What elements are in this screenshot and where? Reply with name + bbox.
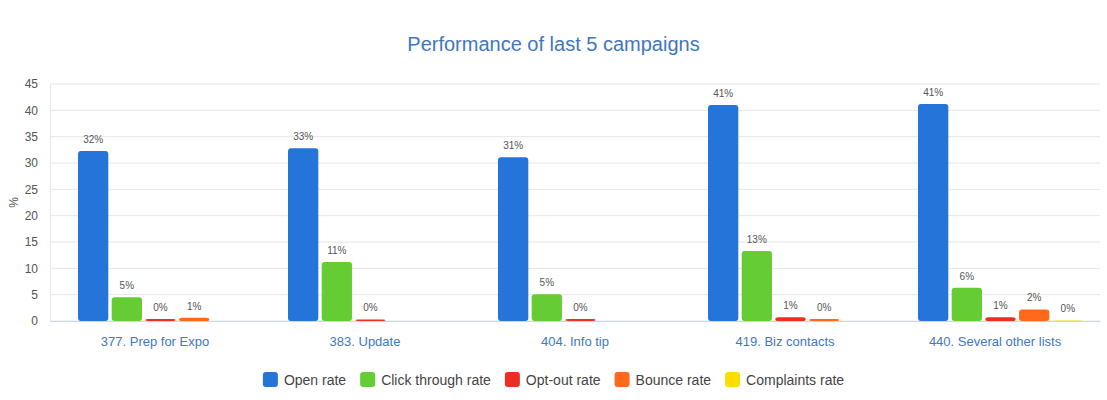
bar [775,317,805,321]
data-label: 1% [993,300,1008,311]
tick-label: 20 [25,209,39,223]
tick: 10 [25,262,50,276]
tick: 404. Info tip [541,334,609,349]
data-label: 13% [747,234,767,245]
tick-label: 419. Biz contacts [736,334,835,349]
bar [1019,309,1049,321]
legend-item: Complaints rate [725,372,844,388]
grid-line [50,84,1100,85]
legend-swatch [360,372,375,387]
legend-item: Open rate [263,372,346,388]
tick-label: 10 [25,262,39,276]
axis-line [51,321,1101,322]
tick-label: 35 [25,130,39,144]
legend-item: Opt-out rate [505,372,601,388]
legend-swatch [725,372,740,387]
tick: 5 [31,288,50,302]
tick: 419. Biz contacts [736,334,835,349]
legend: Open rate Click through rate Opt-out rate B… [263,372,844,388]
legend-label: Click through rate [381,372,491,388]
tick-label: 383. Update [330,334,401,349]
data-label: 0% [153,302,168,313]
bar [742,251,772,321]
data-label: 32% [83,134,103,145]
x-axis: 377. Prep for Expo 383. Update 404. Info t… [51,322,1101,350]
bar [179,318,209,321]
tick-label: 377. Prep for Expo [101,334,209,349]
data-label: 0% [1061,303,1076,314]
bar [918,104,948,321]
data-label: 11% [327,245,346,256]
tick: 15 [25,235,50,249]
bar [322,262,352,321]
bars [78,104,1083,321]
bar [565,319,595,321]
legend-label: Opt-out rate [526,372,601,388]
tick: 377. Prep for Expo [101,334,209,349]
legend-label: Complaints rate [746,372,844,388]
legend-item: Bounce rate [615,372,712,388]
bar [355,319,385,321]
tick: 25 [25,183,50,197]
tick: 45 [25,77,50,91]
title: Performance of last 5 campaigns [407,33,699,55]
data-label: 5% [540,277,555,288]
data-label: 0% [817,302,832,313]
bar [809,319,839,321]
legend-swatch [505,372,520,387]
tick: 40 [25,104,50,118]
tick-label: 40 [25,104,39,118]
data-label: 6% [960,271,975,282]
tick: 440. Several other lists [929,334,1062,349]
data-label: 41% [923,87,943,98]
legend-swatch [615,372,630,387]
data-label: 31% [503,140,523,151]
bar [1053,320,1083,321]
grid [50,84,1100,321]
bar [985,317,1015,321]
tick-label: 404. Info tip [541,334,609,349]
tick-label: 25 [25,183,39,197]
bar [498,157,528,321]
data-label: 1% [187,301,202,312]
data-label: 2% [1027,292,1042,303]
legend-label: Bounce rate [636,372,712,388]
tick: 35 [25,130,50,144]
bar [952,288,982,321]
bar [532,294,562,321]
tick: 0 [31,314,50,328]
data-label: 0% [363,302,378,313]
tick-label: 0 [31,314,38,328]
tick-label: 15 [25,235,39,249]
data-label: 41% [713,88,733,99]
data-label: 0% [573,302,588,313]
y-axis-title: % [7,197,21,208]
tick: 20 [25,209,50,223]
bar [145,319,175,321]
legend-label: Open rate [284,372,346,388]
tick: 383. Update [330,334,401,349]
tick-label: 5 [31,288,38,302]
tick-label: 30 [25,156,39,170]
bar [288,148,318,321]
y-axis: 0 5 10 15 20 25 30 35 40 45 [25,77,51,328]
legend-item: Click through rate [360,372,491,388]
chart: Performance of last 5 campaigns% 0 5 10 15 20… [0,0,1107,400]
tick: 30 [25,156,50,170]
data-labels: 32% 33% 31% 41% 41% 5% 11% 5% 13% 6% 0% 0% 0% 1% 1% 1% 0… [83,87,1075,314]
axis-line [50,85,51,322]
bar [708,105,738,321]
legend-swatch [263,372,278,387]
data-label: 5% [120,280,135,291]
tick-label: 440. Several other lists [929,334,1062,349]
data-label: 1% [783,300,798,311]
bar [78,151,108,321]
plot: 0 5 10 15 20 25 30 35 40 45 32% 33% 31% 41% 41% 5% 11% 5%… [25,77,1101,349]
tick-label: 45 [25,77,39,91]
data-label: 33% [293,131,313,142]
bar [112,297,142,321]
